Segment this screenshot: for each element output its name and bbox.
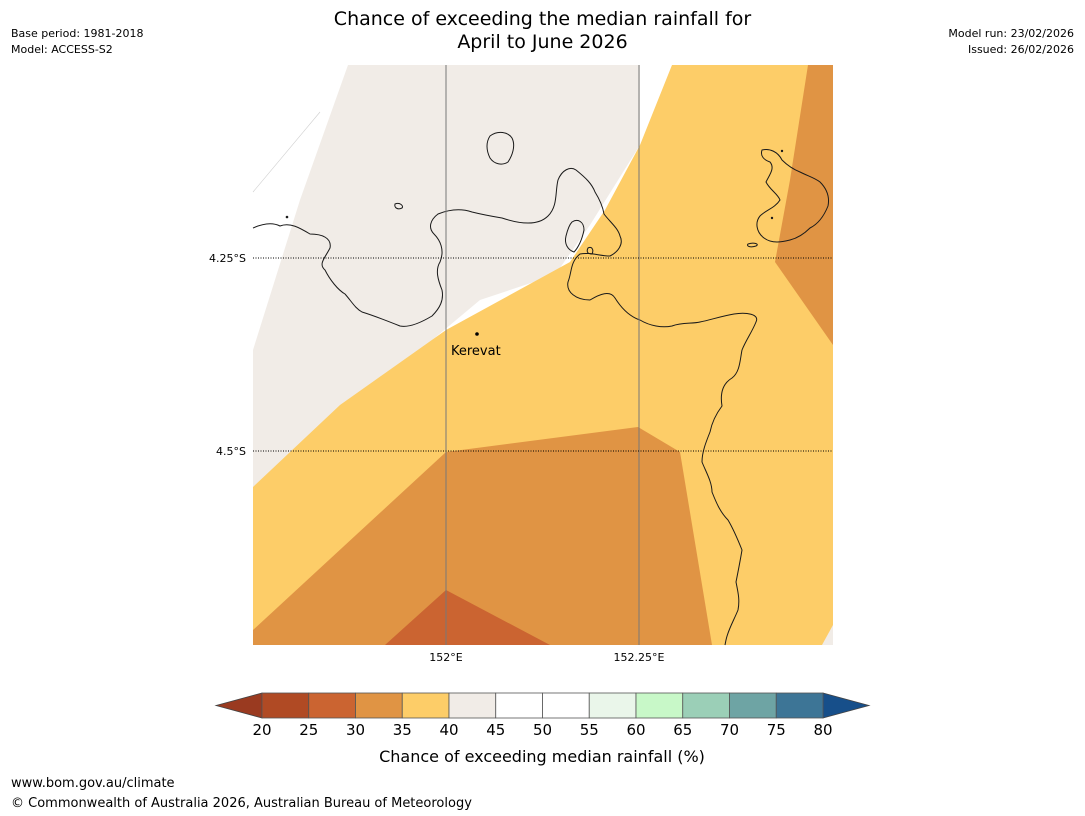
colorbar-tick-label: 70 (720, 721, 739, 739)
island-dot-3 (770, 216, 774, 220)
footer-copyright: © Commonwealth of Australia 2026, Austra… (11, 796, 472, 811)
colorbar: 20 25 30 35 40 45 50 55 60 65 70 75 80 (214, 692, 871, 739)
colorbar-cell (448, 692, 497, 719)
coastline-duke-of-york-islands (756, 149, 829, 243)
colorbar-cell (495, 692, 543, 719)
island-small-east (586, 247, 594, 255)
colorbar-tick-label: 50 (533, 721, 552, 739)
colorbar-tick-label: 80 (813, 721, 832, 739)
lon-label-152e: 152°E (429, 651, 462, 664)
lat-label-4-25s: 4.25°S (209, 252, 246, 265)
colorbar-tick-label: 55 (580, 721, 599, 739)
colorbar-tick-label: 25 (299, 721, 318, 739)
kerevat-marker (475, 332, 479, 336)
colorbar-cell (635, 692, 684, 719)
probability-fill (253, 65, 833, 645)
colorbar-over-arrow (822, 692, 871, 719)
island-small-reef (747, 242, 758, 248)
colorbar-tick-labels: 20 25 30 35 40 45 50 55 60 65 70 75 80 (252, 721, 832, 739)
colorbar-tick-label: 45 (486, 721, 505, 739)
colorbar-cell (261, 692, 310, 719)
colorbar-cells (261, 692, 824, 719)
colorbar-tick-label: 75 (767, 721, 786, 739)
title-line-1: Chance of exceeding the median rainfall … (333, 8, 752, 30)
colorbar-tick-label: 35 (393, 721, 412, 739)
lon-label-152-25e: 152.25°E (614, 651, 665, 664)
colorbar-cell (308, 692, 356, 719)
island-dot-1 (285, 215, 289, 219)
boundary-line-upper (252, 111, 321, 193)
island-watom (565, 219, 585, 253)
lat-label-4-5s: 4.5°S (216, 445, 246, 458)
colorbar-cell (542, 692, 590, 719)
kerevat-label: Kerevat (451, 344, 501, 359)
coastline-gazelle-peninsula (252, 167, 758, 646)
coastlines (252, 131, 829, 646)
region-40-45-corner (822, 625, 833, 645)
issued-date: Issued: 26/02/2026 (967, 43, 1074, 56)
island-dot-2 (780, 149, 784, 153)
model-info: Base period: 1981-2018 Model: ACCESS-S2 (11, 26, 143, 58)
run-info: Model run: 23/02/2026 Issued: 26/02/2026 (948, 26, 1074, 58)
colorbar-tick-label: 30 (346, 721, 365, 739)
legend-title: Chance of exceeding median rainfall (%) (379, 747, 705, 766)
colorbar-under-arrow (214, 692, 263, 719)
colorbar-cell (355, 692, 403, 719)
colorbar-tick-label: 65 (673, 721, 692, 739)
colorbar-cell (588, 692, 637, 719)
island-small-north (486, 131, 515, 165)
region-25-30 (385, 590, 550, 645)
colorbar-cell (682, 692, 730, 719)
colorbar-cell (729, 692, 777, 719)
model-run: Model run: 23/02/2026 (948, 27, 1074, 40)
colorbar-tick-label: 60 (626, 721, 645, 739)
region-30-35-east (775, 65, 833, 345)
colorbar-tick-label: 40 (439, 721, 458, 739)
footer-url: www.bom.gov.au/climate (11, 776, 175, 791)
title-line-2: April to June 2026 (457, 31, 628, 53)
region-30-35 (253, 427, 712, 645)
base-period: Base period: 1981-2018 (11, 27, 144, 40)
model-name: Model: ACCESS-S2 (11, 43, 113, 56)
colorbar-cell (775, 692, 824, 719)
map-title: Chance of exceeding the median rainfall … (0, 8, 1085, 54)
graticule (253, 65, 833, 645)
colorbar-tick-label: 20 (252, 721, 271, 739)
colorbar-cell (401, 692, 450, 719)
island-small-west (394, 203, 403, 210)
